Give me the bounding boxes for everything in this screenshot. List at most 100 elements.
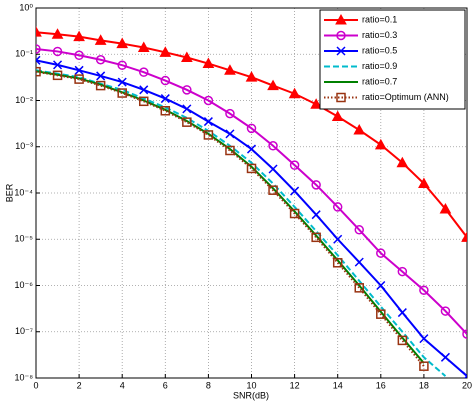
marker [52, 46, 63, 57]
marker [159, 46, 172, 57]
legend-marker [336, 92, 346, 103]
marker [117, 88, 127, 98]
marker [246, 163, 257, 174]
marker [440, 352, 450, 362]
marker [116, 37, 129, 49]
marker [36, 44, 41, 54]
marker [74, 74, 84, 84]
marker [96, 71, 106, 81]
marker [203, 117, 213, 127]
legend-marker [335, 13, 347, 25]
marker [419, 334, 429, 344]
marker [419, 361, 429, 371]
marker [225, 145, 235, 156]
series-line [36, 47, 467, 335]
marker [203, 95, 214, 106]
marker [462, 329, 467, 339]
marker [139, 67, 149, 77]
marker [333, 234, 343, 244]
marker [160, 106, 171, 116]
marker [354, 257, 364, 267]
marker [268, 185, 278, 195]
marker [225, 108, 235, 119]
marker [137, 41, 150, 52]
x-tick-label: 2 [77, 380, 82, 390]
marker [36, 26, 42, 37]
x-tick-label: 6 [163, 380, 168, 390]
series-line [36, 70, 425, 364]
series-line [36, 69, 447, 377]
marker [268, 164, 278, 174]
marker [397, 308, 407, 318]
y-tick-label: 10⁻⁵ [15, 234, 34, 244]
marker [439, 203, 452, 214]
marker [353, 123, 366, 135]
marker [354, 283, 364, 293]
marker [117, 60, 127, 70]
marker [290, 186, 300, 196]
marker [267, 79, 279, 91]
marker [224, 64, 236, 75]
y-tick-label: 10⁻³ [15, 141, 33, 151]
legend-marker [336, 30, 346, 41]
plot-frame [35, 7, 468, 379]
marker [225, 129, 235, 139]
marker [396, 156, 409, 168]
legend-label: ratio=0.9 [362, 61, 397, 71]
marker [139, 85, 149, 95]
y-tick-label: 10⁻⁶ [15, 280, 34, 290]
marker [160, 94, 170, 104]
marker [246, 123, 257, 134]
marker [268, 141, 278, 151]
marker [95, 80, 106, 91]
marker [397, 266, 408, 277]
x-tick-label: 12 [290, 380, 300, 390]
legend-marker [336, 46, 346, 56]
marker [418, 177, 430, 189]
x-tick-label: 10 [246, 380, 256, 390]
marker [245, 71, 258, 82]
marker [310, 98, 322, 109]
y-tick-label: 10⁻⁴ [14, 187, 33, 197]
marker [419, 285, 429, 295]
marker [397, 335, 408, 346]
marker [52, 70, 63, 81]
marker [289, 160, 300, 170]
marker [440, 306, 451, 316]
marker [139, 96, 149, 107]
marker [288, 87, 301, 99]
marker [203, 130, 214, 140]
marker [53, 60, 63, 70]
marker [51, 28, 64, 39]
marker [376, 280, 386, 291]
x-axis-label: SNR(dB) [233, 390, 269, 400]
legend-label: ratio=0.3 [362, 30, 397, 40]
y-tick-label: 10⁰ [19, 2, 33, 12]
marker [311, 232, 321, 243]
marker [94, 34, 107, 45]
legend-label: ratio=0.5 [362, 45, 397, 55]
x-tick-label: 18 [419, 380, 429, 390]
marker [331, 110, 344, 122]
legend-label: ratio=0.1 [362, 14, 397, 24]
y-tick-label: 10⁻⁷ [15, 326, 33, 336]
x-tick-label: 16 [376, 380, 386, 390]
marker [74, 50, 84, 61]
marker [311, 210, 321, 220]
marker [311, 180, 321, 190]
plot-layer [36, 26, 467, 378]
marker [181, 51, 193, 63]
marker [376, 309, 386, 319]
x-tick-label: 4 [120, 380, 125, 390]
marker [160, 75, 171, 86]
y-tick-label: 10⁻⁸ [14, 372, 33, 382]
y-axis-label: BER [4, 183, 14, 202]
marker [332, 258, 343, 268]
marker [246, 144, 257, 154]
marker [354, 225, 364, 235]
x-tick-label: 20 [462, 380, 472, 390]
marker [374, 138, 387, 150]
legend-label: ratio=Optimum (ANN) [362, 92, 449, 102]
legend-box [319, 9, 466, 110]
